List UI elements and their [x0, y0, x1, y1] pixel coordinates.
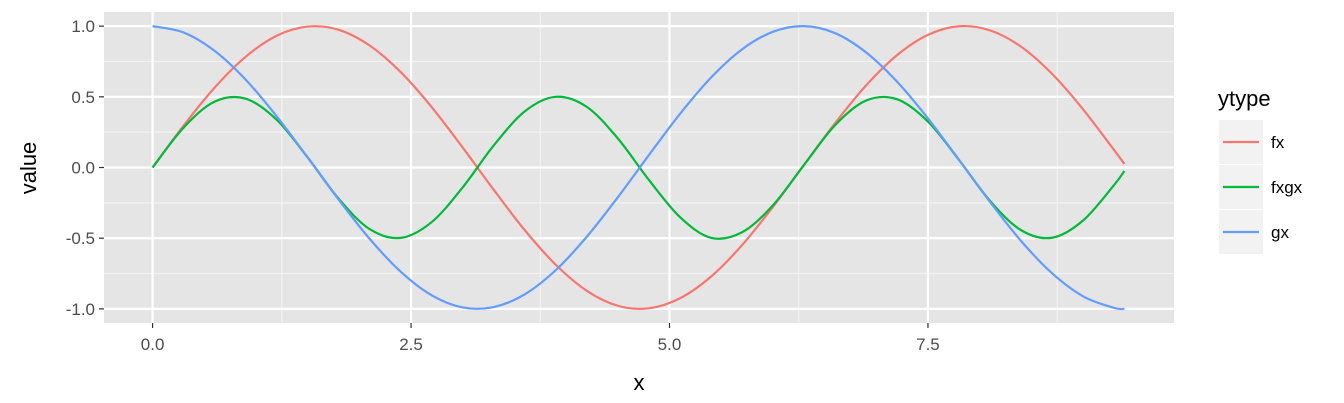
y-tick-label: 1.0 [71, 17, 95, 36]
legend-label-fxgx: fxgx [1271, 178, 1303, 197]
x-tick-label: 7.5 [916, 335, 940, 354]
x-axis-ticks: 0.0 2.5 5.0 7.5 [141, 323, 940, 354]
y-axis-title: value [16, 142, 41, 195]
legend: ytype fx fxgx gx [1218, 86, 1303, 254]
legend-label-fx: fx [1271, 133, 1285, 152]
y-tick-label: 0.0 [71, 159, 95, 178]
x-tick-label: 2.5 [399, 335, 423, 354]
series-line-gx [152, 25, 1125, 311]
y-tick-label: -0.5 [66, 229, 95, 248]
series-lines [151, 24, 1126, 311]
y-tick-label: 0.5 [71, 88, 95, 107]
x-tick-label: 0.0 [141, 335, 165, 354]
x-tick-label: 5.0 [658, 335, 682, 354]
legend-label-gx: gx [1271, 223, 1289, 242]
x-axis-title: x [634, 370, 645, 395]
y-tick-label: -1.0 [66, 300, 95, 319]
series-line-fx [151, 24, 1126, 310]
legend-title: ytype [1218, 86, 1271, 111]
y-axis-ticks: -1.0 -0.5 0.0 0.5 1.0 [66, 17, 104, 319]
